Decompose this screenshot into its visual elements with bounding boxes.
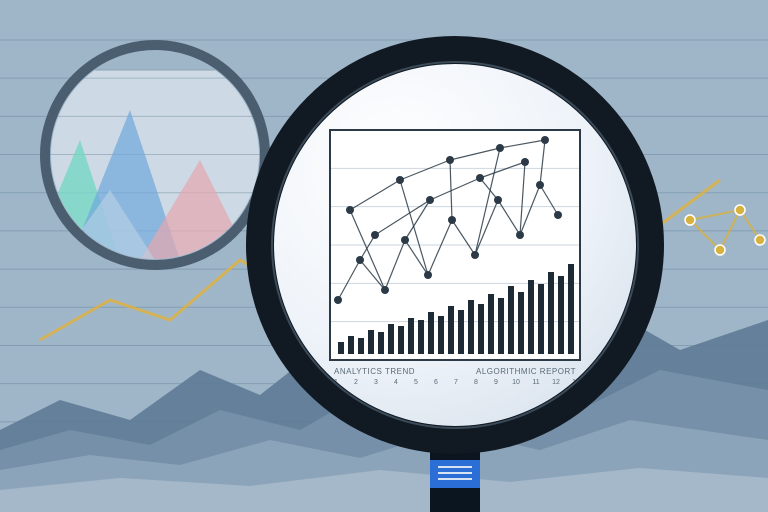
svg-text:12: 12 bbox=[552, 379, 560, 386]
svg-text:3: 3 bbox=[374, 379, 378, 386]
inner-caption-left: ANALYTICS TREND bbox=[334, 367, 415, 376]
svg-text:7: 7 bbox=[454, 379, 458, 386]
svg-text:8: 8 bbox=[474, 379, 478, 386]
svg-text:5: 5 bbox=[414, 379, 418, 386]
inner-caption-right: ALGORITHMIC REPORT bbox=[476, 367, 576, 376]
analytics-illustration: ANALYTICS TREND ALGORITHMIC REPORT 12 3 4 5… bbox=[0, 0, 768, 512]
svg-text:10: 10 bbox=[512, 379, 520, 386]
svg-text:2: 2 bbox=[354, 379, 358, 386]
svg-text:6: 6 bbox=[434, 379, 438, 386]
svg-text:4: 4 bbox=[394, 379, 398, 386]
svg-text:11: 11 bbox=[532, 379, 539, 386]
svg-text:9: 9 bbox=[494, 379, 498, 386]
